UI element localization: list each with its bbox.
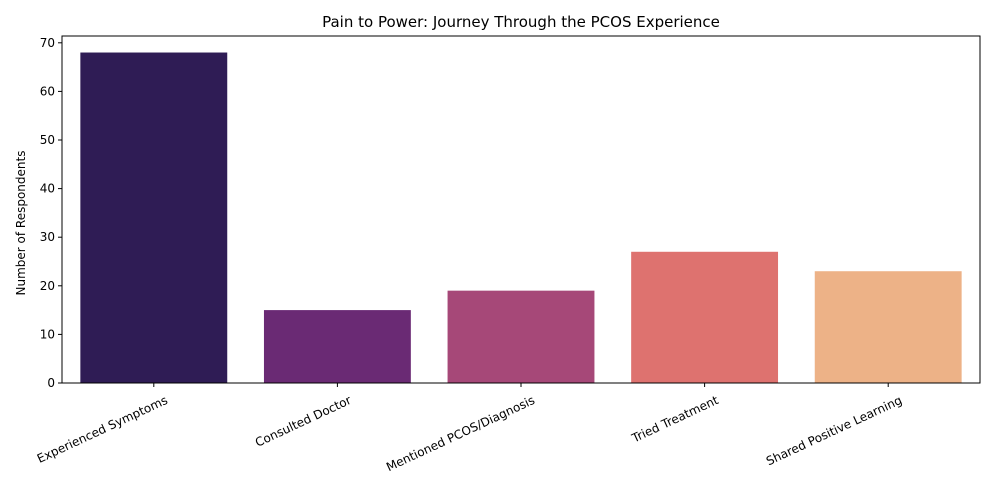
bar-1: [263, 310, 411, 383]
y-tick-label-2: 20: [40, 279, 55, 293]
y-tick-label-1: 10: [40, 327, 55, 341]
bars-group: [80, 52, 962, 384]
chart-title: Pain to Power: Journey Through the PCOS …: [322, 13, 720, 31]
bar-3: [631, 251, 779, 383]
bar-4: [814, 271, 962, 383]
x-axis: Experienced Symptoms Consulted Doctor Ment…: [35, 383, 904, 474]
y-tick-label-0: 0: [47, 376, 55, 390]
x-tick-label-0: Experienced Symptoms: [35, 393, 170, 466]
bar-0: [80, 52, 228, 384]
bar-2: [447, 290, 595, 383]
y-axis-label: Number of Respondents: [14, 151, 28, 296]
y-tick-label-3: 30: [40, 230, 55, 244]
y-tick-label-5: 50: [40, 133, 55, 147]
x-tick-label-4: Shared Positive Learning: [764, 393, 904, 468]
y-tick-label-6: 60: [40, 84, 55, 98]
y-tick-label-4: 40: [40, 182, 55, 196]
x-tick-label-2: Mentioned PCOS/Diagnosis: [384, 393, 537, 474]
y-tick-label-7: 70: [40, 36, 55, 50]
plot-frame: [61, 35, 981, 384]
x-tick-label-3: Tried Treatment: [629, 393, 721, 446]
x-tick-label-1: Consulted Doctor: [253, 393, 353, 450]
y-axis: 0 10 20 30 40 50 60 70: [40, 36, 62, 390]
